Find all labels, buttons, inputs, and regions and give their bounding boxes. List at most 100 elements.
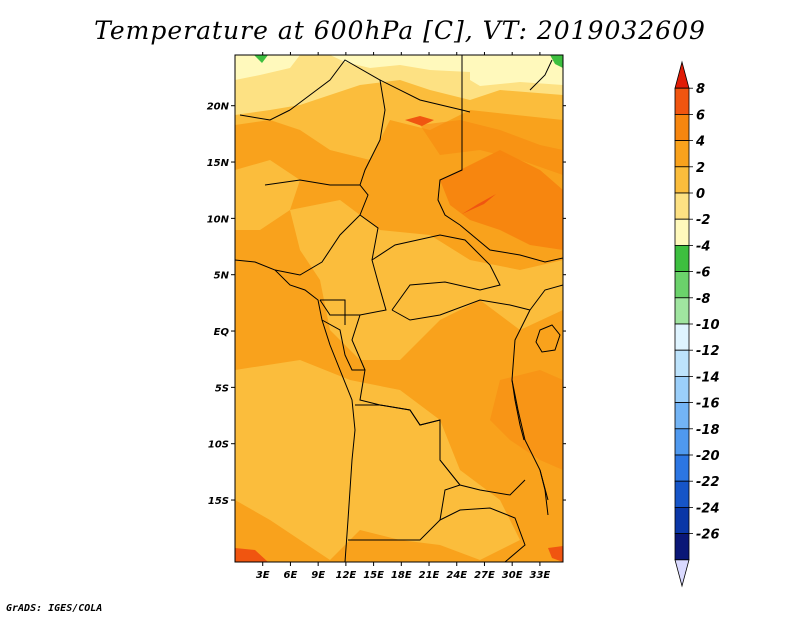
border-chad-north	[289, 59, 463, 111]
region-minus6-minus4C-ne	[550, 55, 563, 68]
colorbar-label: 0	[696, 187, 705, 202]
colorbar-segment	[674, 140, 690, 168]
colorbar-segment	[674, 297, 690, 325]
lat-tick-label: 10N	[207, 214, 230, 225]
lon-tick-label: 12E	[335, 570, 356, 581]
colorbar-label: -16	[696, 397, 720, 412]
colorbar-label: 4	[695, 135, 705, 150]
chart-title: Temperature at 600hPa [C], VT: 201903260…	[94, 16, 706, 45]
lake-tanganyika	[511, 379, 525, 441]
lon-tick-label: 24E	[446, 570, 467, 581]
border-gabon	[320, 299, 346, 325]
footer-credit: GrADS: IGES/COLA	[6, 603, 103, 614]
colorbar-segment	[674, 402, 690, 430]
border-niger-north	[239, 109, 291, 121]
lon-tick-label: 30E	[502, 570, 523, 581]
region-minus4-minus2C-north	[330, 55, 470, 72]
lat-tick-label: 5S	[215, 383, 229, 394]
lat-tick-label: 10S	[208, 440, 229, 451]
colorbar-segment	[674, 323, 690, 351]
colorbar-label: -10	[696, 318, 720, 333]
colorbar-segment	[674, 349, 690, 377]
border-zambia	[439, 507, 526, 562]
latitude-axis: 20N 15N 10N 5N EQ 5S 10S 15S	[207, 102, 566, 507]
lat-tick-label: 5N	[214, 271, 230, 282]
lon-tick-label: 27E	[474, 570, 495, 581]
border-sudan-south	[459, 224, 563, 263]
colorbar-segment	[674, 428, 690, 456]
colorbar-segment	[674, 218, 690, 246]
lake-victoria	[535, 324, 561, 353]
temperature-field	[235, 55, 563, 562]
colorbar-segment	[674, 192, 690, 220]
border-chad-east	[437, 110, 463, 226]
longitude-axis: 3E 6E 9E 12E 15E 18E 21E 24E 27E 30E 33E	[256, 52, 551, 581]
colorbar-label: -20	[696, 449, 720, 464]
lon-tick-label: 21E	[419, 570, 440, 581]
colorbar-segment	[674, 375, 690, 403]
lon-tick-label: 3E	[256, 570, 270, 581]
lon-tick-label: 9E	[311, 570, 325, 581]
colorbar-label: -2	[696, 213, 710, 228]
border-nigeria	[264, 179, 369, 276]
colorbar-label: 6	[696, 108, 705, 123]
region-minus4-minus2C-ne	[470, 55, 563, 86]
colorbar-label: -18	[696, 423, 720, 438]
border-drc-north	[391, 299, 531, 321]
region-2-4C-ne	[420, 120, 563, 175]
region-minus6-minus4C-nw	[254, 55, 268, 63]
colorbar: 8 6 4 2 0 -2 -4 -6 -8 -10 -12 -14 -16 -18 -20 -22 -24 -26	[674, 60, 720, 588]
border-chad-west	[359, 79, 386, 186]
lake-malawi	[539, 469, 549, 516]
lon-tick-label: 6E	[284, 570, 298, 581]
colorbar-label: -12	[696, 344, 720, 359]
region-minus4-minus2C-nw	[235, 55, 300, 80]
red-sea-coast	[529, 59, 553, 91]
border-libya-egypt	[461, 55, 471, 113]
border-congo	[321, 319, 365, 371]
lat-tick-label: EQ	[214, 327, 230, 338]
colorbar-label: -26	[696, 528, 720, 543]
colorbar-triangle-top	[674, 60, 690, 89]
country-borders	[235, 55, 563, 562]
lat-tick-label: 15S	[208, 496, 229, 507]
region-4-6C-central	[405, 116, 434, 126]
border-east-africa	[529, 284, 563, 311]
lat-tick-label: 15N	[207, 158, 230, 169]
border-car	[371, 234, 501, 311]
colorbar-segment	[674, 114, 690, 142]
colorbar-label: -22	[696, 475, 720, 490]
coastline-west-africa	[235, 259, 356, 562]
lat-tick-label: 20N	[207, 102, 230, 113]
colorbar-label: 8	[696, 82, 705, 97]
colorbar-segment	[674, 480, 690, 508]
map-frame	[234, 54, 564, 563]
colorbar-label: -4	[696, 239, 710, 254]
colorbar-segment	[674, 271, 690, 299]
region-4-6C-east	[462, 194, 496, 214]
colorbar-segment	[674, 506, 690, 534]
lon-tick-label: 15E	[363, 570, 384, 581]
colorbar-segment	[674, 454, 690, 482]
region-0-2C-west	[235, 160, 300, 230]
border-cameroon	[319, 214, 387, 316]
region-2-4C-east	[440, 150, 563, 250]
colorbar-segment	[674, 244, 690, 272]
colorbar-label: -6	[696, 266, 710, 281]
colorbar-segment	[674, 166, 690, 194]
border-angola	[348, 404, 461, 541]
region-4-6C-se	[548, 546, 563, 562]
region-4-6C-sw	[235, 548, 268, 562]
colorbar-label: -8	[696, 292, 710, 307]
colorbar-label: -24	[696, 501, 720, 516]
colorbar-label: -14	[696, 370, 720, 385]
region-2-4C-southeast	[490, 370, 563, 470]
colorbar-segment	[674, 87, 690, 115]
region-0-2C-south	[235, 360, 520, 560]
lon-tick-label: 18E	[391, 570, 412, 581]
colorbar-segment	[674, 533, 690, 561]
colorbar-label: 2	[696, 161, 705, 176]
colorbar-triangle-bottom	[674, 559, 690, 588]
lon-tick-label: 33E	[530, 570, 551, 581]
